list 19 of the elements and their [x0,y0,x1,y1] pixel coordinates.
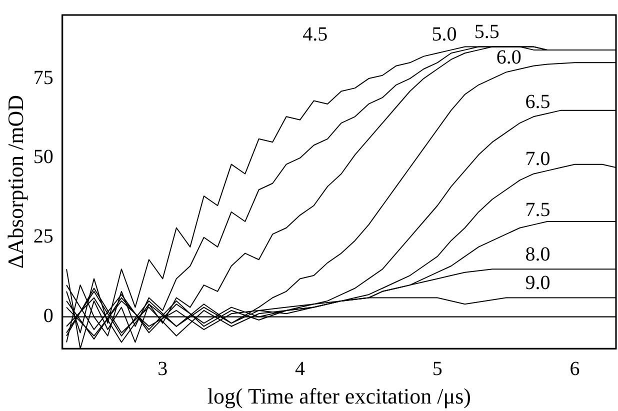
y-tick-label: 0 [43,305,54,328]
series-label: 5.5 [474,21,500,44]
series-label: 7.5 [525,198,550,221]
x-tick-label: 4 [295,358,306,380]
x-tick-label: 6 [570,358,580,380]
series-label: 6.5 [525,90,550,113]
x-axis-title: log( Time after excitation /μs) [207,384,471,409]
y-axis-title: ΔAbsorption /mOD [2,94,28,269]
series-label: 5.0 [432,23,457,46]
series-label: 9.0 [525,272,550,294]
series-label: 6.0 [496,46,522,68]
y-tick-label: 50 [33,146,54,168]
series-label: 8.0 [525,243,550,266]
text: 4.5 [302,23,328,46]
series-label: 7.0 [525,148,550,170]
y-tick-label: 75 [33,66,54,89]
x-tick-label: 5 [432,358,442,380]
x-tick-label: 3 [158,358,168,380]
y-tick-label: 25 [33,226,54,248]
